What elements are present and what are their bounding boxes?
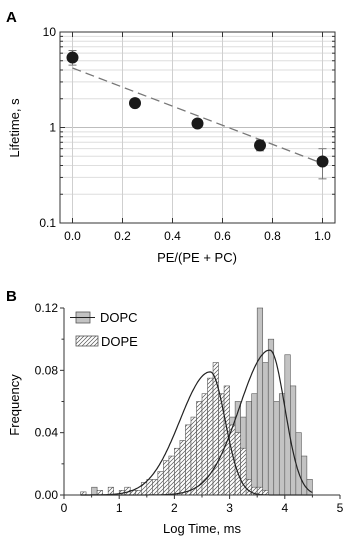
bar-dope (196, 402, 202, 496)
x-tick-label: 3 (226, 501, 233, 515)
legend-label-dope: DOPE (101, 334, 138, 349)
x-tick-label: 0.2 (114, 229, 131, 243)
bar-dopc (263, 363, 269, 495)
bar-dope (136, 490, 142, 495)
y-tick-label: 0.04 (35, 426, 59, 440)
legend-label-dopc: DOPC (100, 310, 138, 325)
bar-dope (213, 363, 219, 495)
bar-dope (185, 425, 191, 495)
y-tick-label: 1 (49, 121, 56, 135)
x-tick-label: 0.4 (164, 229, 181, 243)
bar-dope (180, 440, 186, 495)
y-tick-label: 10 (43, 25, 57, 39)
bar-dope (158, 472, 164, 495)
y-axis-label-b: Frequency (7, 374, 22, 436)
x-tick-label: 0.0 (64, 229, 81, 243)
bar-dope (235, 433, 241, 495)
x-tick-label: 5 (337, 501, 343, 515)
bar-dope (152, 479, 158, 495)
bar-dope (174, 448, 180, 495)
x-tick-label: 0 (61, 501, 68, 515)
x-axis-label-a: PE/(PE + PC) (157, 250, 237, 265)
bar-dope (191, 417, 197, 495)
y-tick-label: 0.1 (39, 216, 56, 230)
bar-dopc (252, 394, 258, 495)
bar-dopc (279, 394, 285, 495)
x-tick-label: 0.8 (264, 229, 281, 243)
y-tick-label: 0.12 (35, 301, 59, 315)
panel-label-b: B (6, 288, 17, 305)
panel-label-a: A (6, 9, 17, 26)
ticks-a: 0.0 0.2 0.4 0.6 0.8 1.0 0.1 1 10 (39, 25, 335, 243)
bar-dope (169, 456, 175, 495)
x-tick-label: 4 (281, 501, 288, 515)
y-axis-label-a: Lifetime, s (7, 98, 22, 158)
data-point (67, 52, 79, 64)
bar-dope (208, 378, 214, 495)
data-point (129, 97, 141, 109)
bar-dopc (257, 308, 263, 495)
bar-dope (163, 461, 169, 495)
x-axis-label-b: Log Time, ms (163, 521, 242, 536)
bar-dope (246, 479, 252, 495)
data-point (192, 118, 204, 130)
bar-dopc (301, 456, 307, 495)
bar-dope (147, 479, 153, 495)
bar-dopc (92, 487, 98, 495)
legend-swatch-dope (76, 336, 98, 346)
legend-b: DOPC DOPE (70, 310, 138, 349)
data-point (254, 139, 266, 151)
bar-dopc (296, 433, 302, 495)
y-tick-label: 0.00 (35, 488, 59, 502)
x-tick-label: 1 (116, 501, 123, 515)
data-point (317, 156, 329, 168)
y-tick-label: 0.08 (35, 363, 59, 377)
x-tick-label: 0.6 (214, 229, 231, 243)
x-tick-label: 2 (171, 501, 178, 515)
bar-dopc (274, 402, 280, 496)
x-tick-label: 1.0 (314, 229, 331, 243)
bar-dopc (268, 339, 274, 495)
